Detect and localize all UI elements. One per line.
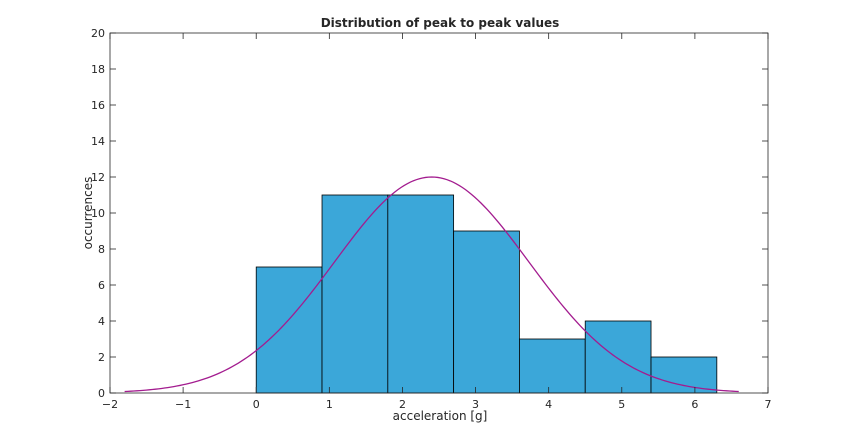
fit-curve: [124, 176, 739, 393]
histogram-bar: [650, 356, 718, 394]
x-tick-label: 4: [545, 398, 552, 411]
y-tick-label: 14: [91, 135, 105, 148]
histogram-bar: [321, 194, 389, 394]
y-tick-label: 6: [98, 279, 105, 292]
histogram-bar: [453, 230, 520, 394]
histogram-bar: [255, 266, 323, 394]
x-tick-label: 2: [399, 398, 406, 411]
histogram-bar: [584, 320, 652, 394]
y-tick-label: 10: [91, 207, 105, 220]
y-axis-label: occurrences: [81, 177, 95, 250]
y-tick-label: 16: [91, 99, 105, 112]
histogram-bar: [519, 338, 586, 394]
x-tick-label: 7: [765, 398, 772, 411]
y-tick-label: 12: [91, 171, 105, 184]
x-tick-label: 6: [691, 398, 698, 411]
x-tick-label: 5: [618, 398, 625, 411]
x-tick-label: −1: [175, 398, 191, 411]
y-tick-label: 4: [98, 315, 105, 328]
x-axis-label: acceleration [g]: [393, 409, 488, 423]
chart-title: Distribution of peak to peak values: [321, 16, 560, 30]
x-tick-label: 1: [326, 398, 333, 411]
x-tick-label: −2: [102, 398, 118, 411]
y-tick-label: 18: [91, 63, 105, 76]
x-tick-label: 0: [253, 398, 260, 411]
y-tick-label: 2: [98, 351, 105, 364]
y-tick-label: 8: [98, 243, 105, 256]
x-tick-label: 3: [472, 398, 479, 411]
histogram-bar: [387, 194, 455, 394]
y-tick-label: 20: [91, 27, 105, 40]
y-tick-label: 0: [98, 387, 105, 400]
